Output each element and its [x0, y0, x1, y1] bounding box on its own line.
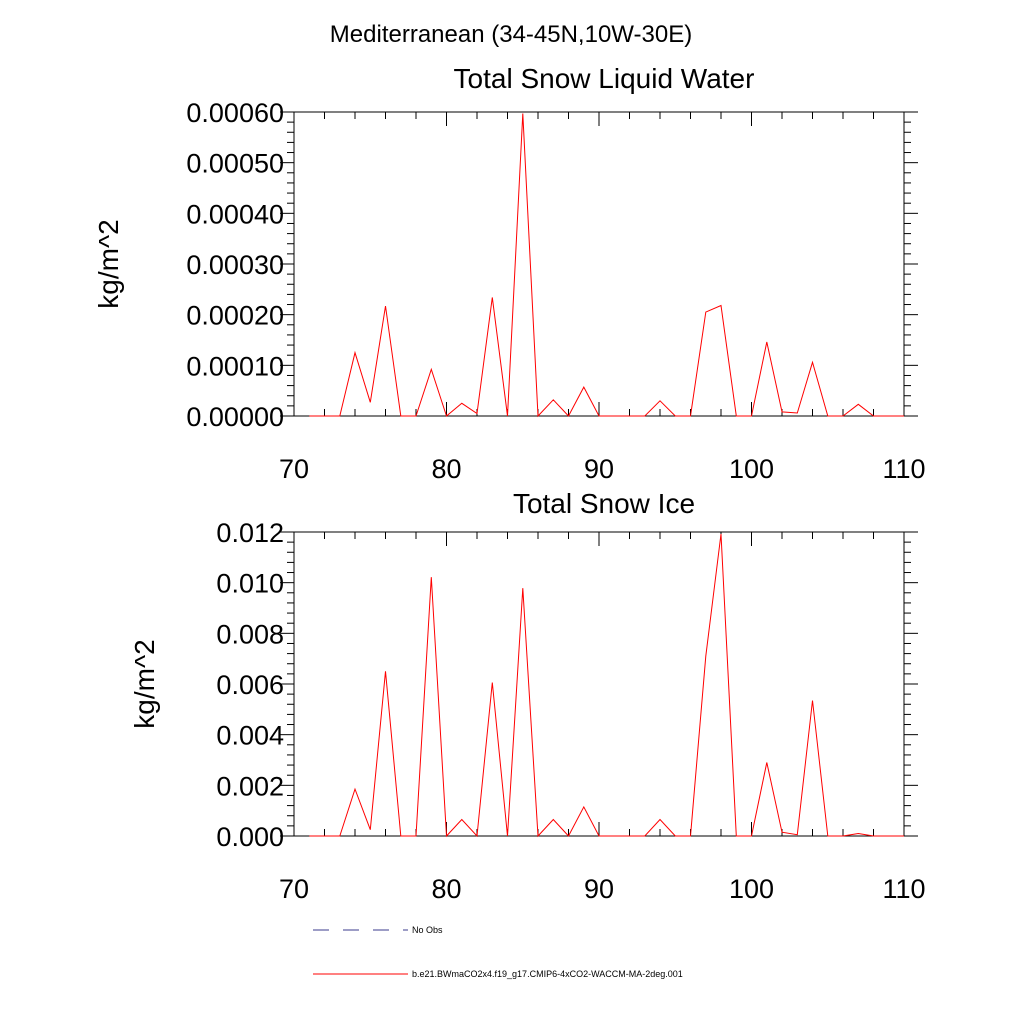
y-tick-label-liquid-water: 0.00020 [186, 301, 284, 331]
y-tick-label-snow-ice: 0.008 [216, 619, 284, 649]
panel-snow-liquid-water: Total Snow Liquid Water 70 80 90 100 110 0.000… [93, 63, 926, 484]
y-tick-label-liquid-water: 0.00010 [186, 351, 284, 381]
figure-suptitle: Mediterranean (34-45N,10W-30E) [330, 21, 692, 48]
y-tick-label-snow-ice: 0.002 [216, 771, 284, 801]
y-tick-label-snow-ice: 0.012 [216, 518, 284, 548]
x-tick-label-liquid-water: 100 [729, 454, 774, 484]
series-line-liquid-water [309, 113, 904, 418]
y-tick-label-snow-ice: 0.006 [216, 670, 284, 700]
y-axis-label-liquid-water: kg/m^2 [93, 219, 124, 308]
x-tick-label-snow-ice: 70 [279, 874, 309, 904]
y-tick-label-liquid-water: 0.00030 [186, 250, 284, 280]
plot-frame-liquid-water [293, 111, 905, 417]
x-tick-label-liquid-water: 70 [279, 454, 309, 484]
y-tick-label-snow-ice: 0.010 [216, 569, 284, 599]
y-tick-label-liquid-water: 0.00000 [186, 402, 284, 432]
x-tick-label-liquid-water: 110 [882, 454, 925, 484]
panel-snow-ice: Total Snow Ice 70 80 90 100 110 0.000 0.002 0.00… [129, 488, 926, 904]
y-tick-label-snow-ice: 0.000 [216, 822, 284, 852]
legend-label-no-obs: No Obs [412, 925, 443, 935]
x-tick-label-snow-ice: 80 [431, 874, 461, 904]
y-tick-label-snow-ice: 0.004 [216, 721, 284, 751]
chart-title-liquid-water: Total Snow Liquid Water [454, 63, 755, 94]
y-axis-label-snow-ice: kg/m^2 [129, 639, 160, 728]
plot-frame-snow-ice [293, 531, 905, 837]
x-tick-label-snow-ice: 110 [882, 874, 925, 904]
series-line-snow-ice [309, 533, 904, 838]
y-tick-label-liquid-water: 0.00050 [186, 149, 284, 179]
y-tick-label-liquid-water: 0.00040 [186, 199, 284, 229]
x-tick-label-snow-ice: 90 [584, 874, 614, 904]
y-tick-label-liquid-water: 0.00060 [186, 98, 284, 128]
chart-title-snow-ice: Total Snow Ice [513, 488, 695, 519]
x-tick-label-liquid-water: 80 [431, 454, 461, 484]
x-tick-label-liquid-water: 90 [584, 454, 614, 484]
legend: No Obs b.e21.BWmaCO2x4.f19_g17.CMIP6-4xC… [313, 925, 683, 979]
legend-label-model-run: b.e21.BWmaCO2x4.f19_g17.CMIP6-4xCO2-WACC… [412, 969, 683, 979]
x-tick-label-snow-ice: 100 [729, 874, 774, 904]
